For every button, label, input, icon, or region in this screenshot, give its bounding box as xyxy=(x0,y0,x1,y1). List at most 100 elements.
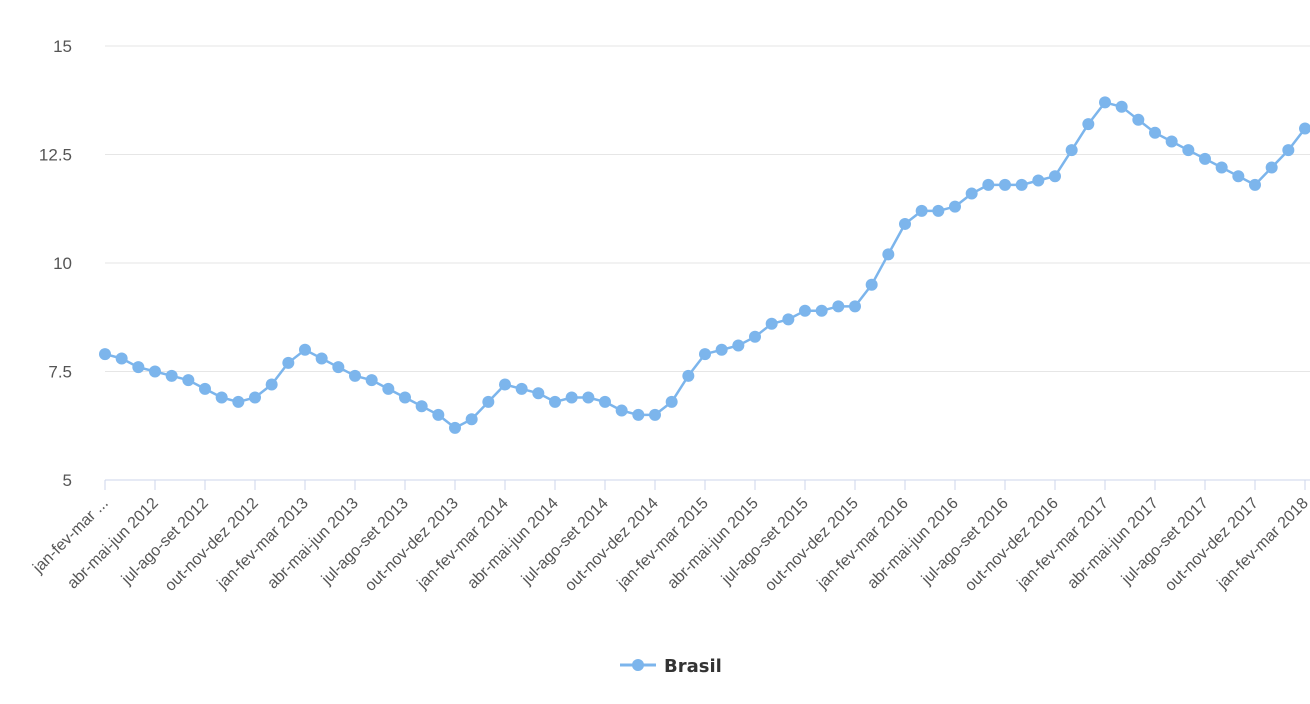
data-point[interactable] xyxy=(749,330,761,343)
data-point[interactable] xyxy=(215,391,228,404)
data-point[interactable] xyxy=(465,413,478,426)
data-point[interactable] xyxy=(615,404,628,417)
data-point[interactable] xyxy=(832,300,845,313)
x-tick-label: abr-mai-jun 2016 xyxy=(864,495,962,593)
x-tick-label: jan-fev-mar 2017 xyxy=(1014,495,1112,593)
x-tick-label: jan-fev-mar 2016 xyxy=(814,495,912,593)
data-point[interactable] xyxy=(599,395,611,408)
x-tick-label: out-nov-dez 2012 xyxy=(162,495,262,595)
data-point[interactable] xyxy=(515,382,528,395)
data-point[interactable] xyxy=(232,395,245,408)
data-point[interactable] xyxy=(1282,144,1295,157)
data-point[interactable] xyxy=(315,352,328,365)
data-point[interactable] xyxy=(199,382,211,395)
x-tick-label: abr-mai-jun 2014 xyxy=(464,495,562,593)
data-point[interactable] xyxy=(682,369,695,382)
data-point[interactable] xyxy=(782,313,795,326)
data-point[interactable] xyxy=(382,382,395,395)
data-point[interactable] xyxy=(415,400,428,413)
x-tick-label: jul-ago-set 2015 xyxy=(718,495,812,589)
data-point[interactable] xyxy=(1015,178,1028,191)
data-point[interactable] xyxy=(1249,178,1261,191)
data-point[interactable] xyxy=(565,391,578,404)
data-point[interactable] xyxy=(1082,118,1095,131)
x-tick-label: jul-ago-set 2012 xyxy=(118,495,212,589)
series-brasil[interactable] xyxy=(99,96,1310,434)
data-point[interactable] xyxy=(715,343,728,356)
y-axis: 5 7.5 10 12.5 15 xyxy=(39,37,72,490)
data-point[interactable] xyxy=(1065,144,1078,157)
data-point[interactable] xyxy=(1049,170,1061,183)
data-point[interactable] xyxy=(1199,152,1211,165)
data-point[interactable] xyxy=(1232,170,1245,183)
data-point[interactable] xyxy=(149,365,161,378)
x-tick-label: jul-ago-set 2013 xyxy=(318,495,412,589)
data-point[interactable] xyxy=(249,391,261,404)
gridlines xyxy=(105,45,1310,372)
x-tick-label: abr-mai-jun 2017 xyxy=(1064,495,1162,593)
data-point[interactable] xyxy=(282,356,295,369)
data-point[interactable] xyxy=(999,178,1011,191)
data-point[interactable] xyxy=(582,391,595,404)
data-point[interactable] xyxy=(1215,161,1228,174)
data-point[interactable] xyxy=(182,374,195,387)
x-tick-label: out-nov-dez 2015 xyxy=(762,495,862,595)
y-tick-label: 5 xyxy=(63,471,72,490)
data-point[interactable] xyxy=(882,248,895,261)
legend-marker-icon xyxy=(632,659,644,671)
data-point[interactable] xyxy=(132,361,145,374)
data-point[interactable] xyxy=(765,317,778,330)
data-point[interactable] xyxy=(799,304,811,317)
x-tick-label: jan-fev-mar 2013 xyxy=(214,495,312,593)
data-point[interactable] xyxy=(1299,122,1310,135)
data-point[interactable] xyxy=(699,348,711,361)
data-point[interactable] xyxy=(532,387,545,400)
data-point[interactable] xyxy=(865,278,878,291)
data-point[interactable] xyxy=(549,395,561,408)
x-tick-label: jan-fev-mar 2015 xyxy=(614,495,712,593)
data-point[interactable] xyxy=(982,178,995,191)
data-point[interactable] xyxy=(365,374,378,387)
data-point[interactable] xyxy=(932,204,945,217)
data-point[interactable] xyxy=(482,395,495,408)
data-point[interactable] xyxy=(1115,100,1128,113)
data-point[interactable] xyxy=(632,408,645,421)
data-point[interactable] xyxy=(165,369,178,382)
data-point[interactable] xyxy=(349,369,361,382)
data-point[interactable] xyxy=(1149,126,1161,139)
data-point[interactable] xyxy=(815,304,828,317)
x-tick-label: abr-mai-jun 2012 xyxy=(64,495,162,593)
data-point[interactable] xyxy=(1132,113,1145,126)
data-point[interactable] xyxy=(649,408,661,421)
data-point[interactable] xyxy=(265,378,278,391)
data-point[interactable] xyxy=(499,378,511,391)
data-point[interactable] xyxy=(399,391,411,404)
legend-label-brasil[interactable]: Brasil xyxy=(664,656,722,677)
data-point[interactable] xyxy=(1099,96,1111,109)
data-point[interactable] xyxy=(1265,161,1278,174)
data-point[interactable] xyxy=(332,361,345,374)
data-point[interactable] xyxy=(665,395,678,408)
x-tick-label: abr-mai-jun 2013 xyxy=(264,495,362,593)
y-tick-label: 12.5 xyxy=(39,146,72,165)
data-point[interactable] xyxy=(1182,144,1195,157)
x-tick-label: jan-fev-mar 2014 xyxy=(414,495,512,593)
data-point[interactable] xyxy=(915,204,928,217)
data-point[interactable] xyxy=(949,200,961,213)
legend[interactable]: Brasil xyxy=(620,656,722,677)
y-tick-label: 10 xyxy=(53,254,72,273)
y-tick-label: 7.5 xyxy=(48,363,72,382)
data-point[interactable] xyxy=(899,217,911,230)
data-point[interactable] xyxy=(99,348,111,361)
x-tick-label: out-nov-dez 2016 xyxy=(962,495,1062,595)
data-point[interactable] xyxy=(849,300,861,313)
data-point[interactable] xyxy=(115,352,128,365)
data-point[interactable] xyxy=(1032,174,1045,187)
data-point[interactable] xyxy=(449,421,461,434)
data-point[interactable] xyxy=(965,187,978,200)
data-point[interactable] xyxy=(732,339,745,352)
data-point[interactable] xyxy=(299,343,311,356)
data-point[interactable] xyxy=(432,408,445,421)
y-tick-label: 15 xyxy=(53,37,72,56)
data-point[interactable] xyxy=(1165,135,1178,148)
